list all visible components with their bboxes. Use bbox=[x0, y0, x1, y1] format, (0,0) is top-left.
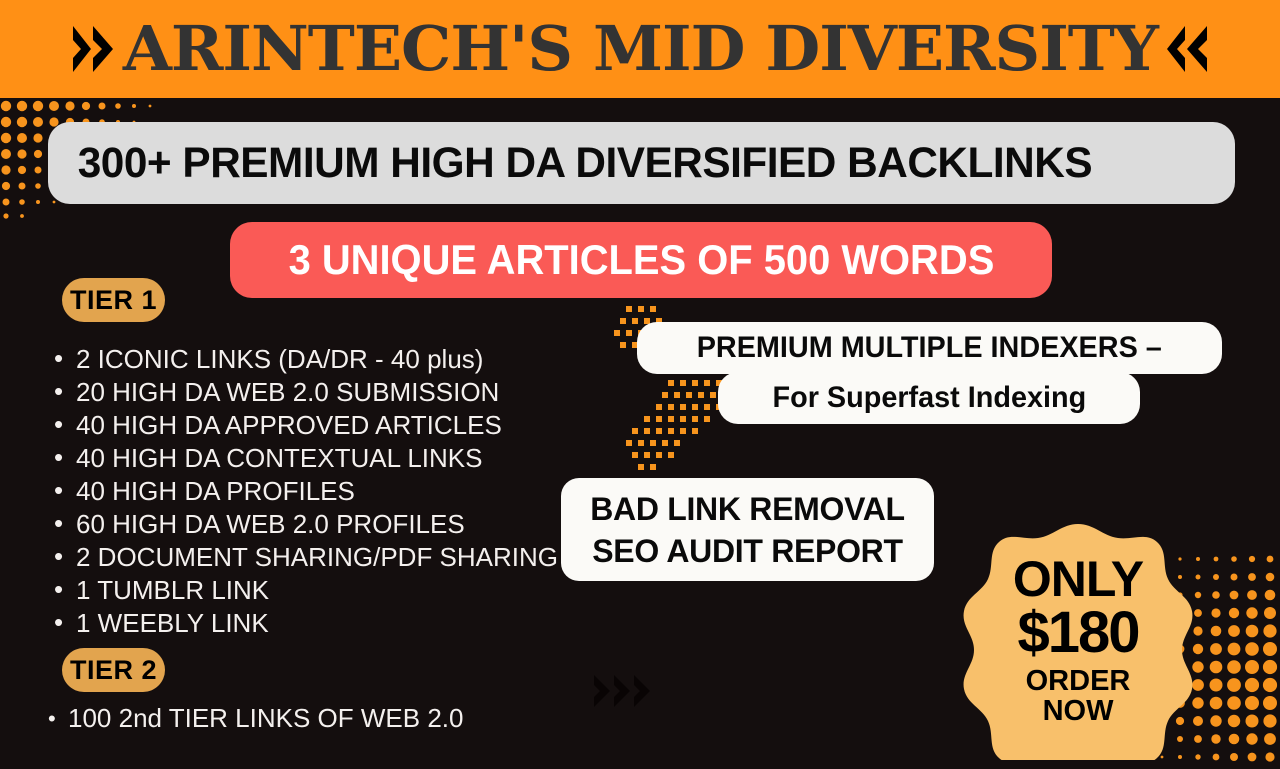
page-title: ARINTECH'S MID DIVERSITY bbox=[122, 12, 1158, 85]
audit-card-line-1-text: BAD LINK REMOVAL bbox=[590, 490, 905, 527]
scalloped-badge-icon bbox=[963, 524, 1193, 760]
list-item: 2 ICONIC LINKS (DA/DR - 40 plus) bbox=[46, 342, 558, 376]
headline-banner-primary: 300+ PREMIUM HIGH DA DIVERSIFIED BACKLIN… bbox=[48, 122, 1235, 204]
audit-card: BAD LINK REMOVAL SEO AUDIT REPORT bbox=[561, 478, 934, 581]
price-only-label: ONLY bbox=[1012, 551, 1144, 607]
double-chevron-right-icon bbox=[71, 20, 115, 78]
headline-secondary-text: 3 UNIQUE ARTICLES OF 500 WORDS bbox=[288, 236, 994, 283]
indexer-card-line-2-text: For Superfast Indexing bbox=[772, 381, 1086, 414]
audit-card-line-2-text: SEO AUDIT REPORT bbox=[592, 532, 903, 569]
list-item: 1 TUMBLR LINK bbox=[46, 573, 558, 607]
list-item: 20 HIGH DA WEB 2.0 SUBMISSION bbox=[46, 375, 558, 409]
list-item: 40 HIGH DA APPROVED ARTICLES bbox=[46, 408, 558, 442]
now-label: NOW bbox=[1042, 695, 1114, 727]
list-item: 2 DOCUMENT SHARING/PDF SHARING bbox=[46, 540, 558, 574]
list-item: 1 WEEBLY LINK bbox=[46, 606, 558, 640]
indexer-card-line-2: For Superfast Indexing bbox=[718, 372, 1140, 424]
price-amount: $180 bbox=[1017, 600, 1140, 665]
tier-2-badge: TIER 2 bbox=[62, 648, 165, 692]
list-item: 100 2nd TIER LINKS OF WEB 2.0 bbox=[46, 702, 463, 735]
indexer-card-line-1-text: PREMIUM MULTIPLE INDEXERS – bbox=[696, 331, 1163, 364]
indexer-card-line-1: PREMIUM MULTIPLE INDEXERS – bbox=[637, 322, 1222, 374]
triple-chevron-right-icon bbox=[592, 672, 662, 715]
list-item: 40 HIGH DA PROFILES bbox=[46, 474, 558, 508]
double-chevron-left-icon bbox=[1165, 20, 1209, 78]
tier-1-feature-list: 2 ICONIC LINKS (DA/DR - 40 plus) 20 HIGH… bbox=[46, 342, 558, 640]
list-item: 60 HIGH DA WEB 2.0 PROFILES bbox=[46, 507, 558, 541]
order-label: ORDER bbox=[1025, 665, 1131, 697]
headline-primary-text: 300+ PREMIUM HIGH DA DIVERSIFIED BACKLIN… bbox=[77, 138, 1093, 187]
tier-2-feature-list: 100 2nd TIER LINKS OF WEB 2.0 bbox=[46, 702, 463, 735]
header-bar: ARINTECH'S MID DIVERSITY bbox=[0, 0, 1280, 98]
price-badge-content: ONLY $180 ORDER NOW bbox=[958, 520, 1198, 760]
price-badge[interactable]: ONLY $180 ORDER NOW bbox=[958, 520, 1198, 760]
headline-banner-secondary: 3 UNIQUE ARTICLES OF 500 WORDS bbox=[230, 222, 1052, 298]
tier-1-badge: TIER 1 bbox=[62, 278, 165, 322]
list-item: 40 HIGH DA CONTEXTUAL LINKS bbox=[46, 441, 558, 475]
